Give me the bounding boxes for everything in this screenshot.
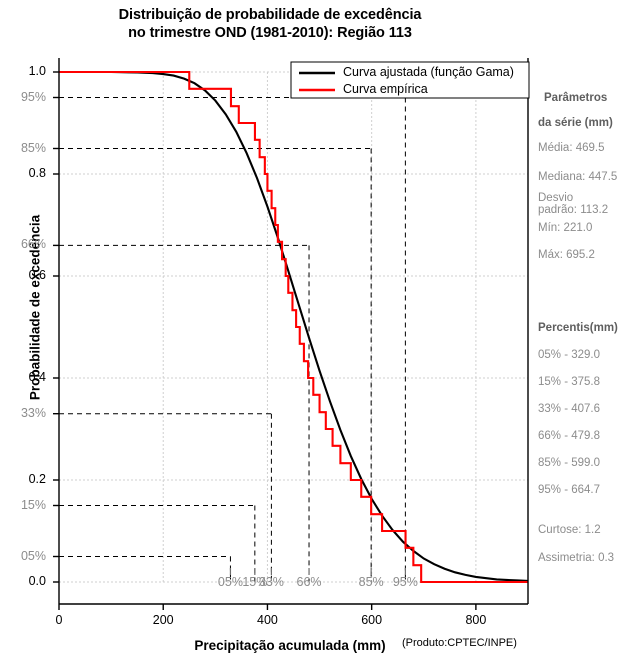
stat-mediana: Mediana: 447.5 [538, 171, 618, 183]
inplot-percentile-label: 05% [217, 575, 243, 589]
x-tick-label: 200 [152, 613, 174, 627]
x-tick-label: 0 [55, 613, 63, 627]
percentil-item: 33% - 407.6 [538, 403, 601, 415]
stat-desvio-line2: padrão: 113.2 [538, 204, 609, 216]
y-percentile-tick-label: 85% [20, 140, 46, 155]
series-parameters-panel: Parâmetros da série (mm) Média: 469.5 Me… [538, 92, 638, 261]
legend-box [290, 61, 530, 99]
x-tick-label: 800 [465, 613, 487, 627]
percentil-item: 95% - 664.7 [538, 484, 601, 496]
percentis-heading: Percentis(mm) [538, 322, 618, 334]
series-empirica [59, 70, 528, 584]
stat-desvio-line1: Desvio [538, 192, 574, 204]
y-percentile-tick-label: 95% [20, 89, 46, 104]
chart-title-line1: Distribuição de probabilidade de excedên… [118, 7, 422, 23]
percentiles-panel: Percentis(mm) 05% - 329.0 15% - 375.8 33% … [538, 322, 638, 496]
inplot-percentile-label: 85% [358, 575, 384, 589]
percentil-item: 66% - 479.8 [538, 430, 601, 442]
x-tick-label: 400 [257, 613, 278, 627]
percentil-item: 85% - 599.0 [538, 457, 601, 469]
shape-stats-panel: Curtose: 1.2 Assimetria: 0.3 [538, 524, 638, 564]
legend-label: Curva empírica [343, 82, 428, 96]
inplot-percentile-label: 15% [242, 575, 268, 589]
y-tick-label: 1.0 [28, 64, 46, 78]
x-tick-label: 600 [361, 613, 383, 627]
chart-title: Distribuição de probabilidade de excedên… [0, 6, 540, 42]
legend-label: Curva ajustada (função Gama) [343, 65, 514, 79]
y-tick-label: 0.4 [28, 370, 46, 384]
y-tick-label: 0.6 [28, 268, 46, 282]
stat-minimo: Mín: 221.0 [538, 222, 593, 234]
stat-curtose: Curtose: 1.2 [538, 524, 601, 536]
params-heading-line2: da série (mm) [538, 117, 613, 129]
stat-media: Média: 469.5 [538, 142, 605, 154]
inplot-percentile-label: 66% [296, 575, 322, 589]
produto-credit: (Produto:CPTEC/INPE) [402, 637, 517, 649]
chart-title-line2: no trimestre OND (1981-2010): Região 113 [128, 25, 412, 41]
x-axis-label: Precipitação acumulada (mm) [194, 638, 386, 653]
y-percentile-tick-label: 15% [20, 497, 46, 512]
y-tick-label: 0.0 [28, 574, 46, 588]
params-heading-line1: Parâmetros [544, 92, 608, 104]
inplot-percentile-label: 33% [258, 575, 284, 589]
percentil-item: 15% - 375.8 [538, 376, 601, 388]
y-percentile-tick-label: 33% [20, 405, 46, 420]
percentil-item: 05% - 329.0 [538, 349, 601, 361]
y-tick-label: 0.8 [28, 166, 46, 180]
stat-maximo: Máx: 695.2 [538, 249, 595, 261]
stat-assimetria: Assimetria: 0.3 [538, 552, 615, 564]
series-ajustada [59, 70, 529, 583]
percentis-list: 05% - 329.0 15% - 375.8 33% - 407.6 66% - 4… [538, 349, 638, 496]
inplot-percentile-label: 95% [392, 575, 418, 589]
y-tick-label: 0.2 [28, 472, 46, 486]
y-percentile-tick-label: 05% [20, 548, 46, 563]
y-percentile-tick-label: 66% [20, 237, 46, 252]
